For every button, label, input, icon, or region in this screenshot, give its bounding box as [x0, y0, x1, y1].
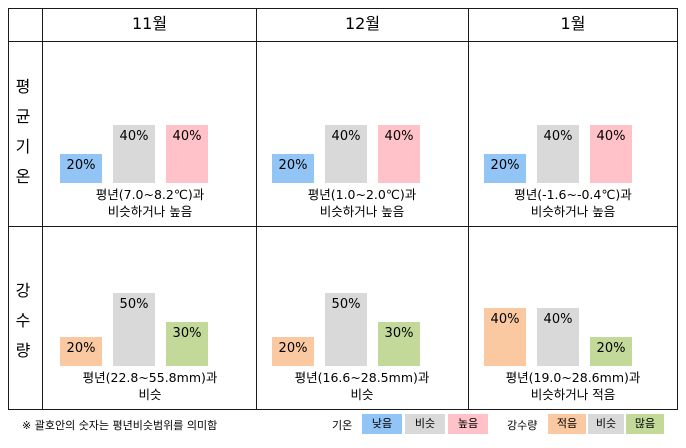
bar-low: 20% [60, 154, 102, 183]
table-top-border [8, 8, 678, 9]
bar-high: 40% [378, 125, 420, 183]
row-label-char: 수 [15, 311, 31, 330]
bar-value-label: 40% [543, 312, 573, 327]
panel-caption-line: 비슷하거나 높음 [530, 204, 616, 219]
bar-value-label: 40% [119, 129, 149, 144]
bar-similar: 40% [537, 125, 579, 183]
bar-value-label: 20% [278, 158, 308, 173]
panel-caption-line: 평년(16.6~28.5mm)과 [294, 370, 430, 385]
bar-value-label: 20% [278, 341, 308, 356]
row-label-char: 온 [15, 167, 31, 186]
footer-note: ※ 괄호안의 숫자는 평년비슷범위를 의미함 [22, 419, 218, 432]
table-right-border [677, 8, 678, 409]
panel-caption-line: 비슷하거나 높음 [319, 204, 405, 219]
bar-value-label: 20% [490, 158, 520, 173]
legend-precip-little: 적음 [548, 414, 586, 434]
bar-little: 40% [484, 308, 526, 366]
bar-low: 20% [484, 154, 526, 183]
row-label-char: 균 [15, 107, 31, 126]
month-header-jan: 1월 [560, 14, 586, 33]
bar-high: 40% [590, 125, 632, 183]
row-label-precipitation: 강 수 량 [8, 276, 38, 366]
panel-caption-line: 비슷하거나 높음 [107, 204, 193, 219]
bar-value-label: 40% [543, 129, 573, 144]
panel-caption-line: 평년(-1.6~-0.4℃)과 [514, 187, 632, 202]
bar-little: 20% [272, 337, 314, 366]
row-label-char: 강 [15, 281, 31, 300]
bar-similar: 40% [113, 125, 155, 183]
month-header-nov: 11월 [131, 14, 168, 33]
row-divider [8, 226, 678, 227]
panel-caption-line: 평년(19.0~28.6mm)과 [505, 370, 641, 385]
bar-high: 40% [166, 125, 208, 183]
bar-value-label: 30% [172, 326, 202, 341]
legend-precip-much: 많음 [626, 414, 664, 434]
panel-caption-line: 평년(7.0~8.2℃)과 [95, 187, 205, 202]
legend-temp-low: 낮음 [362, 414, 402, 434]
panel-caption-line: 비슷 [350, 387, 374, 402]
bar-similar: 50% [325, 293, 367, 366]
bar-value-label: 40% [331, 129, 361, 144]
month-divider-2 [468, 8, 469, 409]
row-label-char: 평 [15, 77, 31, 96]
bar-value-label: 50% [331, 297, 361, 312]
bar-value-label: 50% [119, 297, 149, 312]
precip-legend-title: 강수량 [507, 419, 538, 432]
row-label-char: 기 [15, 137, 31, 156]
row-label-char: 량 [15, 341, 31, 360]
bar-similar: 40% [325, 125, 367, 183]
row-label-temperature: 평 균 기 온 [8, 72, 38, 192]
bar-value-label: 40% [596, 129, 626, 144]
legend-temp-similar: 비슷 [405, 414, 445, 434]
legend-temp-high: 높음 [448, 414, 488, 434]
panel-caption-line: 비슷하거나 적음 [530, 387, 616, 402]
month-divider-1 [256, 8, 257, 409]
bar-low: 20% [272, 154, 314, 183]
bar-value-label: 40% [172, 129, 202, 144]
bar-value-label: 40% [384, 129, 414, 144]
table-bottom-border [8, 409, 678, 410]
bar-value-label: 20% [66, 341, 96, 356]
bar-much: 20% [590, 337, 632, 366]
bar-value-label: 20% [66, 158, 96, 173]
bar-much: 30% [378, 322, 420, 366]
panel-caption-line: 평년(22.8~55.8mm)과 [82, 370, 218, 385]
bar-much: 30% [166, 322, 208, 366]
bar-value-label: 30% [384, 326, 414, 341]
label-column-divider [42, 8, 43, 409]
panel-caption-line: 평년(1.0~2.0℃)과 [307, 187, 417, 202]
month-header-dec: 12월 [344, 14, 381, 33]
header-divider [8, 41, 678, 42]
bar-value-label: 20% [596, 341, 626, 356]
bar-little: 20% [60, 337, 102, 366]
bar-similar: 40% [537, 308, 579, 366]
legend-precip-similar: 비슷 [588, 414, 624, 434]
temp-legend-title: 기온 [332, 419, 353, 432]
bar-value-label: 40% [490, 312, 520, 327]
panel-caption-line: 비슷 [138, 387, 162, 402]
bar-similar: 50% [113, 293, 155, 366]
table-left-border [8, 8, 9, 409]
